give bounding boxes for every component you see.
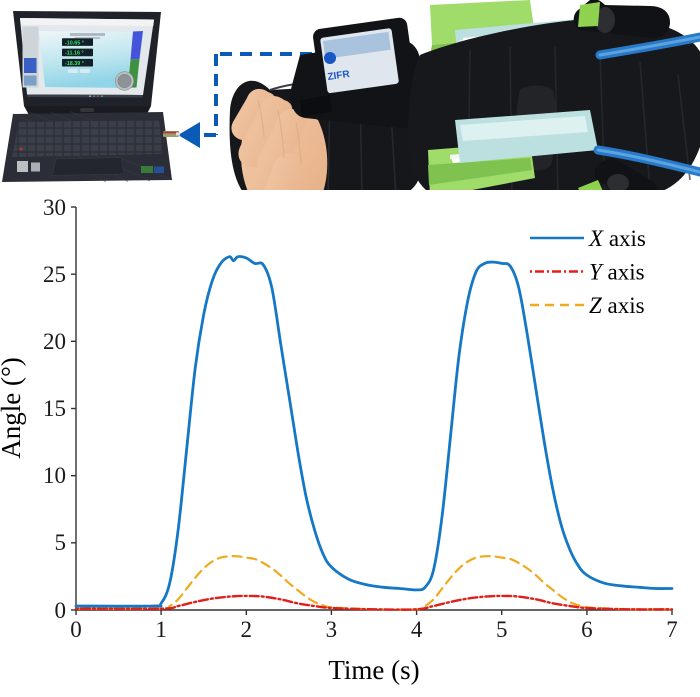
svg-text:X axis: X axis bbox=[588, 226, 646, 251]
svg-text:0: 0 bbox=[70, 617, 82, 642]
svg-text:5: 5 bbox=[496, 617, 508, 642]
svg-text:25: 25 bbox=[43, 262, 66, 287]
svg-text:Time (s): Time (s) bbox=[328, 655, 419, 685]
svg-text:2: 2 bbox=[241, 617, 253, 642]
svg-text:6: 6 bbox=[581, 617, 593, 642]
svg-text:4: 4 bbox=[411, 617, 423, 642]
svg-text:3: 3 bbox=[326, 617, 338, 642]
svg-text:15: 15 bbox=[43, 396, 66, 421]
svg-text:Y axis: Y axis bbox=[589, 260, 645, 285]
svg-text:7: 7 bbox=[666, 617, 678, 642]
svg-text:20: 20 bbox=[43, 329, 66, 354]
svg-text:Z axis: Z axis bbox=[589, 293, 645, 318]
svg-text:30: 30 bbox=[43, 195, 66, 220]
svg-text:10: 10 bbox=[43, 463, 66, 488]
svg-text:1: 1 bbox=[155, 617, 167, 642]
svg-text:0: 0 bbox=[55, 598, 67, 623]
svg-text:5: 5 bbox=[55, 530, 67, 555]
svg-text:Angle (°): Angle (°) bbox=[0, 357, 26, 459]
